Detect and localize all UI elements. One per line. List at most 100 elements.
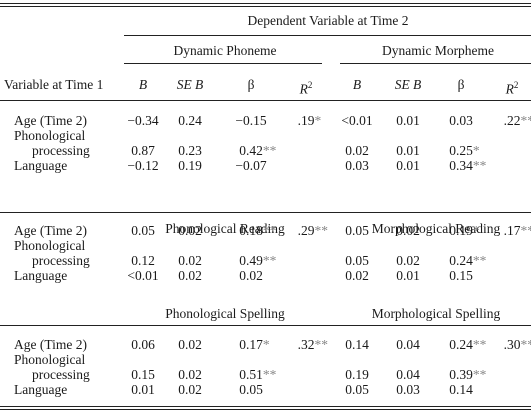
- left-measure-title-2: Phonological Reading: [165, 221, 285, 236]
- right-r2-cell: .22**: [504, 113, 531, 129]
- right-cell: 0.03: [345, 158, 369, 174]
- cell-value: 0.87: [131, 143, 155, 158]
- cell-value: .29: [297, 223, 315, 238]
- col-r2-left: R2: [300, 77, 313, 98]
- left-cell: 0.49**: [239, 253, 276, 269]
- left-cell: 0.12: [131, 253, 155, 269]
- significance-marker: **: [472, 158, 487, 173]
- col-seb-left: SE B: [176, 77, 204, 92]
- right-cell: 0.39**: [449, 367, 486, 383]
- col-beta-left: β: [247, 77, 255, 92]
- significance-marker: *: [472, 143, 480, 158]
- left-cell: 0.51**: [239, 367, 276, 383]
- cell-value: 0.24: [449, 253, 473, 268]
- cell-value: 0.25: [449, 143, 473, 158]
- dependent-variable-heading: Dependent Variable at Time 2: [247, 13, 409, 28]
- left-measure-title-3: Phonological Spelling: [165, 306, 285, 321]
- cell-value: 0.24: [449, 337, 473, 352]
- cell-value: 0.15: [131, 367, 155, 382]
- cell-value: 0.01: [396, 158, 420, 173]
- right-cell: <0.01: [341, 113, 372, 129]
- cell-value: 0.39: [449, 367, 473, 382]
- row-label: processing: [32, 143, 90, 158]
- r-letter: R: [505, 81, 514, 97]
- right-cell: 0.02: [396, 223, 420, 239]
- cell-value: .17: [503, 223, 521, 238]
- left-r2-cell: .32**: [298, 337, 328, 353]
- cell-value: 0.02: [178, 223, 202, 238]
- cell-value: 0.19: [178, 158, 202, 173]
- right-r2-cell: .17**: [504, 223, 531, 239]
- right-measure-title-3: Morphological Spelling: [371, 306, 501, 321]
- bottom-double-rule-2: [0, 409, 531, 410]
- right-measure-title-1: Dynamic Morpheme: [381, 43, 495, 58]
- significance-marker: **: [472, 253, 487, 268]
- row-label: Language: [14, 382, 68, 397]
- cell-value: 0.06: [131, 337, 155, 352]
- left-cell: −0.12: [127, 158, 158, 174]
- cell-value: <0.01: [341, 113, 373, 128]
- cell-value: 0.05: [345, 382, 369, 397]
- cell-value: 0.01: [131, 382, 155, 397]
- left-cell: 0.42**: [239, 143, 276, 159]
- cell-value: 0.03: [396, 382, 420, 397]
- left-cell: 0.15: [131, 367, 155, 383]
- col-beta-right: β: [457, 77, 465, 92]
- cell-value: 0.15: [449, 268, 473, 283]
- section-divider-1: [0, 212, 531, 213]
- col-b-right: B: [352, 77, 362, 92]
- col-r2-right: R2: [506, 77, 519, 98]
- left-r2-cell: .19*: [298, 113, 322, 129]
- left-cell: 0.02: [178, 223, 202, 239]
- right-cell: 0.19: [345, 367, 369, 383]
- cell-value: 0.02: [178, 337, 202, 352]
- significance-marker: *: [314, 113, 322, 128]
- cell-value: 0.51: [239, 367, 263, 382]
- significance-marker: **: [262, 223, 277, 238]
- left-cell: 0.02: [178, 253, 202, 269]
- cell-value: 0.23: [178, 143, 202, 158]
- cell-value: .30: [503, 337, 521, 352]
- left-cell: 0.17*: [239, 337, 269, 353]
- cell-value: 0.14: [449, 382, 473, 397]
- row-label: processing: [32, 253, 90, 268]
- left-cell: 0.02: [178, 337, 202, 353]
- significance-marker: **: [520, 337, 531, 352]
- cell-value: 0.34: [449, 158, 473, 173]
- header-bottom-rule: [0, 100, 531, 101]
- left-r2-cell: .29**: [298, 223, 328, 239]
- left-cell: 0.87: [131, 143, 155, 159]
- cell-value: 0.02: [178, 253, 202, 268]
- right-cell: 0.02: [345, 268, 369, 284]
- left-measure-title-1: Dynamic Phoneme: [173, 43, 277, 58]
- right-cell: 0.01: [396, 113, 420, 129]
- cell-value: 0.01: [396, 113, 420, 128]
- right-cell: 0.05: [345, 223, 369, 239]
- right-cell: 0.14: [449, 382, 473, 398]
- left-cell: 0.18**: [239, 223, 276, 239]
- left-cell: <0.01: [127, 268, 158, 284]
- cell-value: 0.03: [449, 113, 473, 128]
- left-cell: 0.06: [131, 337, 155, 353]
- cell-value: <0.01: [127, 268, 159, 283]
- cell-value: 0.05: [345, 223, 369, 238]
- r-letter: R: [299, 81, 308, 97]
- right-cell: 0.01: [396, 143, 420, 159]
- left-group-underline: [124, 63, 322, 64]
- left-cell: 0.05: [131, 223, 155, 239]
- r-superscript: 2: [513, 80, 519, 90]
- left-cell: −0.34: [127, 113, 158, 129]
- right-cell: 0.14: [345, 337, 369, 353]
- right-cell: 0.25*: [449, 143, 479, 159]
- row-label: Phonological: [14, 352, 86, 367]
- cell-value: 0.02: [239, 268, 263, 283]
- dependent-underline: [124, 35, 531, 36]
- cell-value: 0.19: [345, 367, 369, 382]
- cell-value: 0.17: [239, 337, 263, 352]
- cell-value: .19: [297, 113, 315, 128]
- row-label: Language: [14, 158, 68, 173]
- cell-value: .22: [503, 113, 521, 128]
- significance-marker: **: [472, 367, 487, 382]
- cell-value: 0.02: [178, 268, 202, 283]
- right-cell: 0.04: [396, 367, 420, 383]
